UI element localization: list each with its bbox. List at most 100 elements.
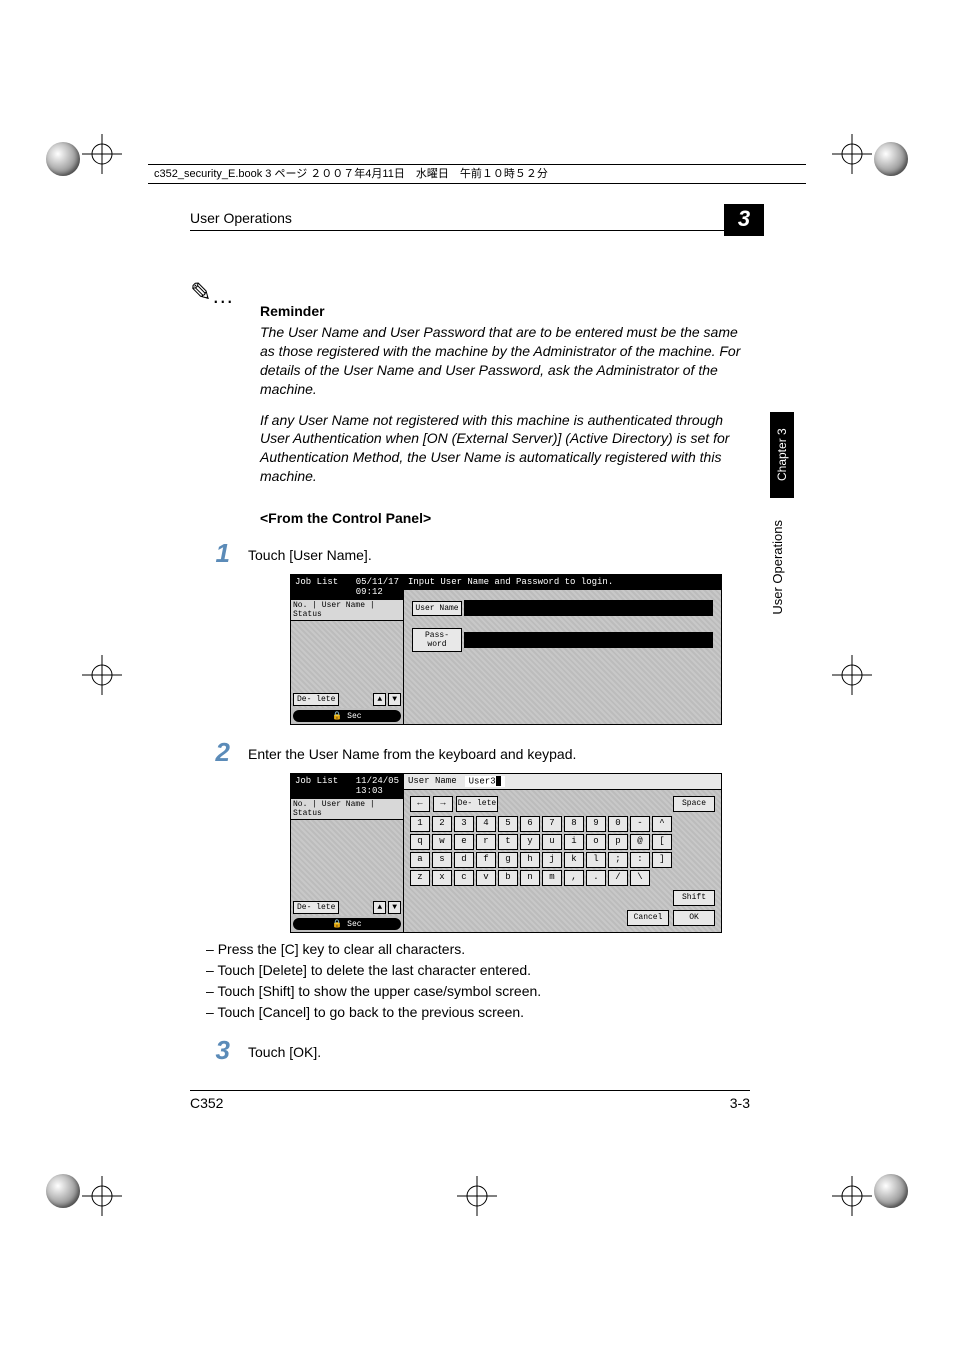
keyboard-key[interactable]: 5 [498, 816, 518, 832]
keyboard-key[interactable]: ] [652, 852, 672, 868]
keyboard-key[interactable]: m [542, 870, 562, 886]
date: 11/24/05 [356, 776, 399, 786]
keyboard-key[interactable]: [ [652, 834, 672, 850]
keyboard-key[interactable]: j [542, 852, 562, 868]
step-text: Touch [OK]. [248, 1037, 750, 1062]
keyboard-row-2: qwertyuiop@[ [410, 834, 715, 850]
up-button[interactable]: ▲ [373, 693, 386, 706]
note-item: Touch [Shift] to show the upper case/sym… [222, 981, 750, 1002]
delete-button[interactable]: De- lete [293, 693, 339, 706]
keyboard-key[interactable]: i [564, 834, 584, 850]
down-button[interactable]: ▼ [388, 693, 401, 706]
user-name-field[interactable] [464, 600, 713, 616]
keyboard-key[interactable]: 9 [586, 816, 606, 832]
step-2: 2 Enter the User Name from the keyboard … [190, 739, 750, 765]
keyboard-key[interactable]: k [564, 852, 584, 868]
keyboard-key[interactable]: t [498, 834, 518, 850]
keyboard-key[interactable]: b [498, 870, 518, 886]
delete-button[interactable]: De- lete [293, 901, 339, 914]
keyboard-key[interactable]: r [476, 834, 496, 850]
space-key[interactable]: Space [673, 796, 715, 812]
keyboard-key[interactable]: d [454, 852, 474, 868]
step-number: 3 [190, 1037, 248, 1063]
keyboard-key[interactable]: . [586, 870, 606, 886]
keyboard-key[interactable]: w [432, 834, 452, 850]
screw-ornament [874, 142, 908, 176]
keyboard-key[interactable]: s [432, 852, 452, 868]
keyboard-key[interactable]: e [454, 834, 474, 850]
keyboard-key[interactable]: 8 [564, 816, 584, 832]
down-button[interactable]: ▼ [388, 901, 401, 914]
delete-key[interactable]: De- lete [456, 796, 498, 812]
screw-ornament [46, 142, 80, 176]
shift-key[interactable]: Shift [673, 890, 715, 906]
keyboard-key[interactable]: , [564, 870, 584, 886]
step-number: 1 [190, 540, 248, 566]
keyboard-key[interactable]: ^ [652, 816, 672, 832]
job-list-label: Job List [295, 577, 338, 597]
section-side-label: User Operations [770, 520, 794, 615]
subheading: <From the Control Panel> [260, 510, 750, 526]
crop-mark-icon [82, 134, 122, 174]
keyboard-field-label: User Name [408, 776, 457, 786]
keyboard-key[interactable]: 6 [520, 816, 540, 832]
sec-badge: 🔒 Sec [293, 918, 401, 930]
keyboard-key[interactable]: u [542, 834, 562, 850]
keyboard-key[interactable]: - [630, 816, 650, 832]
print-header: c352_security_E.book 3 ページ ２００７年4月11日 水曜… [148, 164, 806, 184]
up-button[interactable]: ▲ [373, 901, 386, 914]
keyboard-key[interactable]: o [586, 834, 606, 850]
keyboard-key[interactable]: 7 [542, 816, 562, 832]
keyboard-key[interactable]: v [476, 870, 496, 886]
keyboard-key[interactable]: q [410, 834, 430, 850]
keyboard-key[interactable]: \ [630, 870, 650, 886]
keyboard-key[interactable]: n [520, 870, 540, 886]
note-item: Press the [C] key to clear all character… [222, 939, 750, 960]
cancel-button[interactable]: Cancel [627, 910, 669, 926]
keyboard-row-1: 1234567890-^ [410, 816, 715, 832]
keyboard-key[interactable]: 3 [454, 816, 474, 832]
password-button[interactable]: Pass- word [412, 628, 462, 652]
step-2-notes: Press the [C] key to clear all character… [190, 939, 750, 1023]
crop-mark-icon [82, 655, 122, 695]
keyboard-row-4: zxcvbnm,./\ [410, 870, 715, 886]
keyboard-key[interactable]: ; [608, 852, 628, 868]
arrow-right-key[interactable]: → [433, 796, 453, 812]
job-list-label: Job List [295, 776, 338, 796]
screw-ornament [874, 1174, 908, 1208]
keyboard-key[interactable]: : [630, 852, 650, 868]
keyboard-panel-screenshot: Job List11/24/0513:03 No. | User Name | … [290, 773, 722, 932]
keyboard-value: User3 [469, 777, 496, 787]
keyboard-key[interactable]: / [608, 870, 628, 886]
crop-mark-icon [82, 1176, 122, 1216]
keyboard-key[interactable]: l [586, 852, 606, 868]
keyboard-key[interactable]: p [608, 834, 628, 850]
keyboard-key[interactable]: y [520, 834, 540, 850]
running-head: User Operations [190, 210, 292, 226]
crop-mark-icon [832, 134, 872, 174]
step-text: Touch [User Name]. [248, 540, 750, 565]
reminder-heading: Reminder [260, 303, 750, 319]
keyboard-key[interactable]: g [498, 852, 518, 868]
job-columns: No. | User Name | Status [291, 798, 403, 820]
keyboard-key[interactable]: z [410, 870, 430, 886]
keyboard-key[interactable]: 4 [476, 816, 496, 832]
keyboard-key[interactable]: h [520, 852, 540, 868]
keyboard-key[interactable]: 2 [432, 816, 452, 832]
password-field[interactable] [464, 632, 713, 648]
user-name-button[interactable]: User Name [412, 601, 462, 616]
keyboard-key[interactable]: @ [630, 834, 650, 850]
ok-button[interactable]: OK [673, 910, 715, 926]
reminder-body: The User Name and User Password that are… [260, 323, 750, 486]
keyboard-key[interactable]: x [432, 870, 452, 886]
keyboard-key[interactable]: c [454, 870, 474, 886]
arrow-left-key[interactable]: ← [410, 796, 430, 812]
keyboard-key[interactable]: f [476, 852, 496, 868]
reminder-p1: The User Name and User Password that are… [260, 323, 750, 399]
keyboard-key[interactable]: a [410, 852, 430, 868]
login-panel-screenshot: Job List05/11/1709:12 No. | User Name | … [290, 574, 722, 725]
keyboard-key[interactable]: 0 [608, 816, 628, 832]
keyboard-row-3: asdfghjkl;:] [410, 852, 715, 868]
date: 05/11/17 [356, 577, 399, 587]
keyboard-key[interactable]: 1 [410, 816, 430, 832]
